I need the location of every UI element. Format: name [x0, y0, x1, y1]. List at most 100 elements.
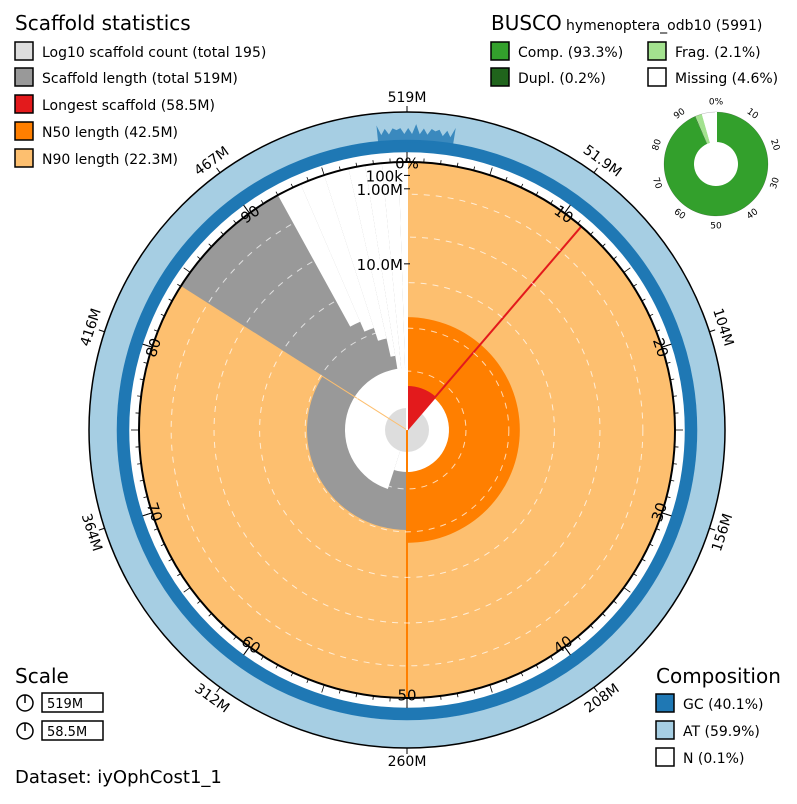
- legend-swatch-n90: [14, 148, 34, 168]
- minor-tick: [244, 206, 250, 214]
- minor-tick: [290, 672, 294, 677]
- legend-swatch-gc: [655, 693, 675, 713]
- length-tick: [709, 527, 716, 531]
- percent-tick-label: 30: [648, 500, 671, 524]
- minor-tick: [177, 573, 181, 577]
- length-tick: [216, 686, 221, 693]
- minor-tick: [613, 256, 617, 260]
- minor-tick: [440, 695, 442, 700]
- minor-tick: [473, 166, 476, 171]
- grid-circle: [304, 327, 510, 533]
- minor-tick: [550, 200, 554, 204]
- minor-tick: [649, 313, 654, 317]
- minor-tick: [489, 167, 493, 176]
- busco-tick-label: 80: [651, 138, 664, 152]
- legend-label-n: N (0.1%): [683, 751, 744, 767]
- legend-swatch-busco-fragmented: [647, 41, 667, 61]
- minor-tick: [670, 479, 675, 482]
- busco-tick-label: 30: [769, 176, 782, 190]
- composition-title: Composition: [656, 664, 781, 688]
- minor-tick: [338, 166, 341, 171]
- minor-tick: [137, 395, 142, 397]
- minor-tick: [661, 512, 670, 516]
- scaffold-white-step: [398, 162, 407, 414]
- percent-tick-label: 0%: [395, 155, 419, 173]
- minor-tick: [355, 693, 358, 698]
- minor-tick: [456, 162, 459, 167]
- legend-swatch-busco-complete: [490, 41, 510, 61]
- legend-label-scaffold-length: Scaffold length (total 519M): [42, 71, 238, 87]
- percent-tick-label: 80: [142, 336, 165, 360]
- minor-tick: [137, 463, 142, 465]
- busco-tick-label: 10: [745, 107, 760, 122]
- scaffold-white-step: [381, 162, 406, 398]
- minor-tick: [177, 283, 181, 287]
- minor-tick: [505, 679, 508, 684]
- busco-complete-slice: [664, 112, 769, 216]
- minor-tick: [550, 656, 554, 660]
- minor-tick: [520, 183, 524, 188]
- n90-line: [180, 285, 408, 431]
- dataset-label: Dataset: iyOphCost1_1: [15, 767, 222, 788]
- minor-tick: [143, 361, 148, 364]
- legend-label-n50: N50 length (42.5M): [42, 125, 178, 141]
- minor-tick: [535, 191, 539, 196]
- legend-label-longest-scaffold: Longest scaffold (58.5M): [42, 98, 215, 114]
- minor-tick: [602, 243, 606, 247]
- minor-tick: [633, 573, 637, 577]
- length-tick: [593, 167, 598, 174]
- minor-tick: [613, 600, 617, 604]
- radial-scale-label: 10.0M: [357, 256, 403, 274]
- minor-tick: [520, 672, 524, 677]
- legend-label-log10-count: Log10 scaffold count (total 195): [42, 45, 266, 61]
- minor-tick: [306, 679, 309, 684]
- percent-tick-label: 20: [649, 336, 672, 360]
- minor-tick: [260, 200, 264, 204]
- grid-circle: [170, 193, 644, 667]
- scale-label-longest: 58.5M: [47, 725, 87, 740]
- minor-tick: [672, 463, 677, 465]
- minor-tick: [577, 220, 581, 224]
- minor-tick: [197, 256, 201, 260]
- legend-label-at: AT (59.9%): [683, 724, 760, 740]
- at-ring: [89, 112, 725, 748]
- minor-tick: [321, 684, 325, 693]
- legend-swatch-n: [655, 747, 675, 767]
- scaffold-white-step: [365, 163, 402, 378]
- minor-tick: [144, 344, 153, 348]
- busco-tick-label: 0%: [709, 98, 724, 108]
- minor-tick: [372, 160, 374, 165]
- minor-tick: [355, 162, 358, 167]
- minor-tick: [666, 361, 671, 364]
- minor-tick: [183, 587, 191, 593]
- minor-tick: [489, 684, 493, 693]
- minor-tick: [505, 176, 508, 181]
- minor-tick: [661, 344, 670, 348]
- minor-tick: [456, 693, 459, 698]
- minor-tick: [168, 298, 173, 302]
- minor-tick: [666, 496, 671, 499]
- radial-scale-label: 100k: [366, 167, 404, 185]
- longest-scaffold-area: [407, 386, 436, 430]
- busco-missing-slice: [701, 112, 717, 143]
- minor-tick: [139, 479, 144, 482]
- percent-tick-label: 70: [143, 500, 166, 524]
- legend-swatch-scaffold-length: [14, 67, 34, 87]
- minor-tick: [233, 636, 237, 640]
- minor-tick: [372, 695, 374, 700]
- legend-swatch-log10-count: [14, 41, 34, 61]
- percent-tick-label: 50: [397, 687, 416, 705]
- length-tick-label: 260M: [388, 754, 427, 770]
- busco-tick-label: 40: [745, 207, 760, 222]
- busco-fragmented-slice: [695, 113, 710, 144]
- scale-label-total: 519M: [47, 697, 83, 712]
- length-tick: [709, 329, 716, 333]
- scale-item-total: 519M: [16, 692, 104, 713]
- minor-tick: [564, 646, 570, 654]
- minor-tick: [220, 231, 224, 235]
- minor-tick: [160, 543, 165, 547]
- legend-label-n90: N90 length (22.3M): [42, 152, 178, 168]
- minor-tick: [623, 267, 631, 273]
- composition-legend: GC (40.1%) AT (59.9%) N (0.1%): [655, 693, 763, 767]
